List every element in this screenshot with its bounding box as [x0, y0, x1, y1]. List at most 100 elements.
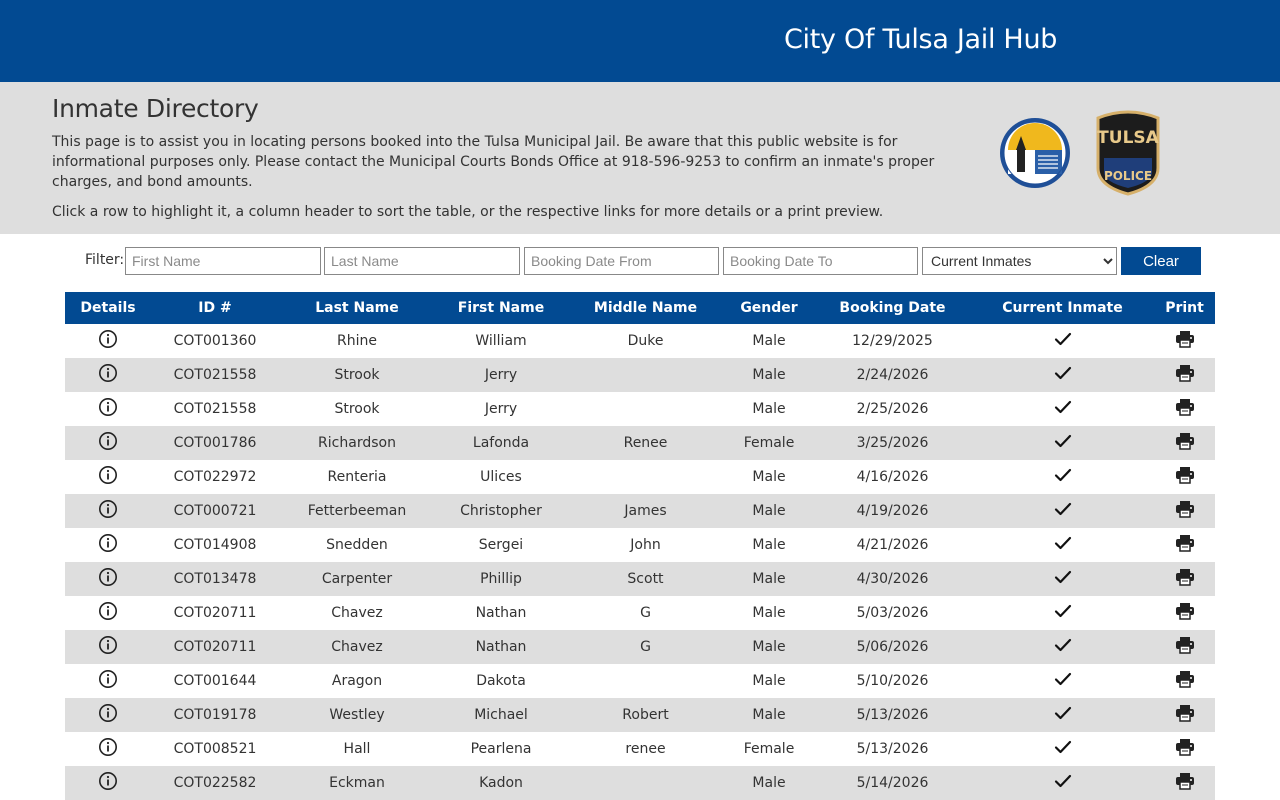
printer-icon[interactable] — [1175, 534, 1195, 556]
gender-cell: Male — [752, 707, 786, 723]
printer-icon[interactable] — [1175, 636, 1195, 658]
info-icon[interactable] — [98, 737, 118, 761]
intro-panel: Inmate Directory This page is to assist … — [0, 82, 1280, 234]
info-icon[interactable] — [98, 465, 118, 489]
current-inmate-cell — [971, 596, 1154, 630]
printer-icon[interactable] — [1175, 772, 1195, 794]
header-current-inmate[interactable]: Current Inmate — [1002, 300, 1123, 316]
gender-cell: Male — [752, 673, 786, 689]
first-name-cell: Kadon — [479, 775, 523, 791]
checkmark-icon — [1054, 399, 1072, 419]
booking-date-cell: 4/19/2026 — [856, 503, 929, 519]
page-title: Inmate Directory — [52, 94, 259, 123]
info-icon[interactable] — [98, 363, 118, 387]
middle-name-cell — [567, 766, 724, 800]
info-icon[interactable] — [98, 431, 118, 455]
header-details[interactable]: Details — [80, 300, 136, 316]
table-row[interactable]: COT019178 Westley Michael Robert Male 5/13/20… — [65, 698, 1215, 732]
table-row[interactable]: COT013478 Carpenter Phillip Scott Male 4/30/2… — [65, 562, 1215, 596]
printer-icon[interactable] — [1175, 466, 1195, 488]
inmate-status-select[interactable]: Current Inmates — [922, 247, 1117, 275]
middle-name-cell: Renee — [623, 435, 668, 451]
table-row[interactable]: COT000721 Fetterbeeman Christopher James Mal… — [65, 494, 1215, 528]
table-row[interactable]: COT020711 Chavez Nathan G Male 5/03/2026 — [65, 596, 1215, 630]
printer-icon[interactable] — [1175, 568, 1195, 590]
booking-date-from-input[interactable] — [524, 247, 719, 275]
header-last-name[interactable]: Last Name — [315, 300, 399, 316]
current-inmate-cell — [971, 392, 1154, 426]
table-row[interactable]: COT008521 Hall Pearlena renee Female 5/13/202… — [65, 732, 1215, 766]
printer-icon[interactable] — [1175, 704, 1195, 726]
table-row[interactable]: COT022972 Renteria Ulices Male 4/16/2026 — [65, 460, 1215, 494]
table-row[interactable]: COT022582 Eckman Kadon Male 5/14/2026 — [65, 766, 1215, 800]
checkmark-icon — [1054, 603, 1072, 623]
intro-hint: Click a row to highlight it, a column he… — [52, 204, 884, 220]
checkmark-icon — [1054, 467, 1072, 487]
info-icon[interactable] — [98, 601, 118, 625]
booking-date-cell: 5/13/2026 — [856, 741, 929, 757]
printer-icon[interactable] — [1175, 330, 1195, 352]
printer-icon[interactable] — [1175, 670, 1195, 692]
gender-cell: Female — [743, 741, 795, 757]
header-gender[interactable]: Gender — [740, 300, 798, 316]
printer-icon[interactable] — [1175, 432, 1195, 454]
printer-icon[interactable] — [1175, 500, 1195, 522]
info-icon[interactable] — [98, 329, 118, 353]
info-icon[interactable] — [98, 397, 118, 421]
id-cell: COT001360 — [173, 333, 257, 349]
middle-name-cell: James — [624, 503, 667, 519]
id-cell: COT008521 — [173, 741, 257, 757]
info-icon[interactable] — [98, 567, 118, 591]
print-cell — [1154, 358, 1215, 392]
booking-date-cell: 5/06/2026 — [856, 639, 929, 655]
clear-button[interactable]: Clear — [1121, 247, 1201, 275]
first-name-cell: Sergei — [478, 537, 524, 553]
printer-icon[interactable] — [1175, 602, 1195, 624]
info-icon[interactable] — [98, 499, 118, 523]
table-row[interactable]: COT001360 Rhine William Duke Male 12/29/2025 — [65, 324, 1215, 358]
table-row[interactable]: COT021558 Strook Jerry Male 2/24/2026 — [65, 358, 1215, 392]
last-name-filter-input[interactable] — [324, 247, 520, 275]
info-icon[interactable] — [98, 771, 118, 795]
booking-date-cell: 5/13/2026 — [856, 707, 929, 723]
booking-date-cell: 2/24/2026 — [856, 367, 929, 383]
printer-icon[interactable] — [1175, 738, 1195, 760]
last-name-cell: Hall — [343, 741, 371, 757]
table-row[interactable]: COT021558 Strook Jerry Male 2/25/2026 — [65, 392, 1215, 426]
info-icon[interactable] — [98, 635, 118, 659]
last-name-cell: Strook — [334, 401, 380, 417]
police-badge-logo: TULSA POLICE — [1090, 110, 1166, 196]
table-row[interactable]: COT020711 Chavez Nathan G Male 5/06/2026 — [65, 630, 1215, 664]
printer-icon[interactable] — [1175, 398, 1195, 420]
current-inmate-cell — [971, 494, 1154, 528]
id-cell: COT013478 — [173, 571, 257, 587]
details-cell — [65, 358, 151, 392]
print-cell — [1154, 732, 1215, 766]
info-icon[interactable] — [98, 533, 118, 557]
header-middle-name[interactable]: Middle Name — [593, 300, 698, 316]
table-row[interactable]: COT001644 Aragon Dakota Male 5/10/2026 — [65, 664, 1215, 698]
header-id[interactable]: ID # — [198, 300, 232, 316]
booking-date-to-input[interactable] — [723, 247, 918, 275]
info-icon[interactable] — [98, 669, 118, 693]
header-booking-date[interactable]: Booking Date — [839, 300, 946, 316]
middle-name-cell — [567, 664, 724, 698]
filter-bar: Filter: Current Inmates Clear — [0, 234, 1280, 292]
booking-date-cell: 12/29/2025 — [852, 333, 933, 349]
last-name-cell: Chavez — [331, 605, 383, 621]
header-first-name[interactable]: First Name — [457, 300, 545, 316]
middle-name-cell — [567, 460, 724, 494]
booking-date-cell: 5/03/2026 — [856, 605, 929, 621]
id-cell: COT020711 — [173, 639, 257, 655]
table-body: COT001360 Rhine William Duke Male 12/29/2025 C… — [65, 324, 1215, 800]
table-row[interactable]: COT001786 Richardson Lafonda Renee Female 3/2… — [65, 426, 1215, 460]
checkmark-icon — [1054, 773, 1072, 793]
header-print[interactable]: Print — [1165, 300, 1204, 316]
info-icon[interactable] — [98, 703, 118, 727]
gender-cell: Male — [752, 571, 786, 587]
print-cell — [1154, 596, 1215, 630]
first-name-filter-input[interactable] — [125, 247, 321, 275]
middle-name-cell: Robert — [622, 707, 669, 723]
printer-icon[interactable] — [1175, 364, 1195, 386]
table-row[interactable]: COT014908 Snedden Sergei John Male 4/21/2026 — [65, 528, 1215, 562]
